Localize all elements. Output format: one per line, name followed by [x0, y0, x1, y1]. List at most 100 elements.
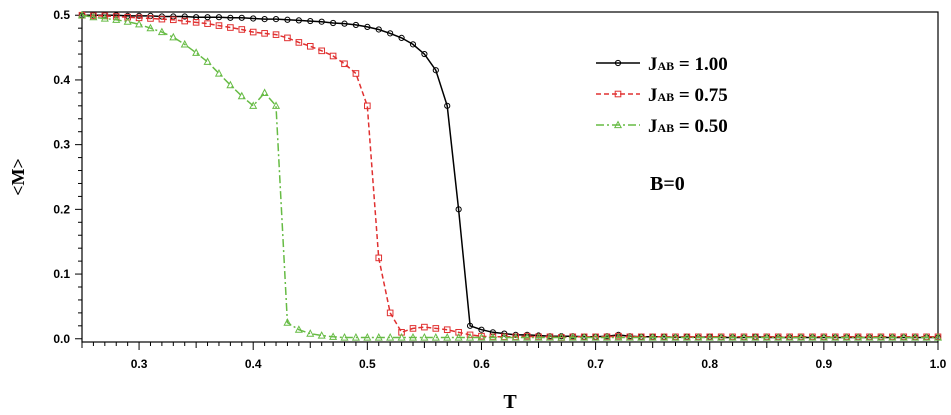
data-point: [899, 333, 908, 341]
data-point: [375, 254, 383, 262]
data-point: [364, 23, 371, 30]
data-point: [762, 333, 771, 341]
data-point: [180, 39, 189, 48]
data-point: [260, 88, 269, 96]
data-point: [249, 101, 258, 109]
data-point: [500, 333, 509, 341]
legend-marker: [613, 120, 623, 129]
data-point: [192, 19, 200, 26]
data-point: [352, 70, 360, 77]
x-tick-label: 0.5: [359, 357, 376, 371]
data-point: [819, 333, 828, 341]
data-point: [443, 326, 451, 334]
data-point: [466, 331, 474, 339]
data-point: [831, 333, 840, 341]
y-axis-title: <M>: [8, 158, 28, 196]
data-point: [295, 17, 302, 24]
data-point: [386, 333, 395, 341]
data-point: [751, 333, 760, 341]
data-point: [660, 333, 669, 341]
data-point: [284, 16, 291, 23]
data-point: [364, 102, 371, 110]
data-point: [227, 14, 234, 21]
data-point: [203, 57, 212, 65]
data-point: [318, 18, 325, 25]
plot-area: [81, 11, 939, 343]
data-point: [808, 333, 817, 341]
data-point: [534, 333, 543, 341]
data-point: [637, 333, 646, 341]
data-point: [933, 333, 943, 341]
data-point: [352, 21, 360, 29]
data-point: [694, 333, 703, 341]
data-point: [227, 24, 234, 31]
legend-label: JAB = 0.50: [648, 116, 728, 137]
data-point: [397, 333, 406, 341]
data-point: [215, 14, 223, 21]
data-point: [682, 333, 691, 341]
data-point: [545, 333, 554, 341]
data-point: [443, 333, 452, 341]
data-point: [306, 329, 315, 337]
data-point: [363, 333, 372, 341]
data-point: [317, 331, 326, 339]
b-field-annotation: B=0: [650, 173, 685, 195]
data-point: [89, 12, 98, 21]
x-tick-label: 0.7: [587, 357, 604, 371]
x-tick-label: 0.9: [816, 357, 833, 371]
data-point: [340, 333, 349, 341]
y-tick-label: 0.3: [53, 138, 70, 152]
x-tick-label: 0.6: [473, 357, 490, 371]
data-point: [375, 26, 382, 33]
data-point: [318, 47, 325, 55]
data-point: [123, 17, 132, 25]
y-tick-label: 0.4: [53, 73, 70, 87]
data-point: [204, 20, 211, 27]
x-axis: 0.3 0.4 0.5 0.6 0.7 0.8 0.9 1.0: [81, 342, 947, 371]
x-tick-label: 0.8: [701, 357, 718, 371]
data-point: [911, 333, 920, 341]
data-point: [261, 30, 268, 37]
data-point: [614, 333, 623, 341]
legend: JAB = 1.00 JAB = 0.75 JAB = 0.50: [596, 54, 728, 137]
data-point: [238, 14, 245, 21]
data-point: [888, 333, 897, 341]
legend-marker: [614, 90, 622, 98]
data-point: [100, 14, 109, 22]
x-axis-title: T: [503, 391, 517, 413]
series-2: [77, 10, 943, 341]
data-point: [170, 16, 177, 24]
data-point: [306, 42, 314, 50]
data-point: [568, 333, 577, 341]
y-tick-label: 0.5: [53, 8, 70, 22]
data-point: [432, 325, 440, 332]
legend-marker: [614, 59, 622, 67]
data-point: [284, 34, 291, 42]
data-point: [272, 16, 280, 23]
data-point: [431, 333, 440, 341]
data-point: [854, 333, 863, 341]
y-tick-label: 0.2: [53, 202, 70, 216]
legend-item-0: JAB = 1.00: [596, 54, 728, 75]
x-tick-label: 0.3: [131, 357, 148, 371]
data-point: [444, 102, 451, 109]
data-point: [842, 333, 851, 341]
data-point: [409, 325, 417, 332]
data-point: [876, 333, 885, 341]
data-point: [329, 332, 338, 340]
data-point: [169, 32, 178, 41]
data-point: [466, 322, 474, 329]
data-point: [523, 333, 532, 341]
series-line: [81, 14, 938, 339]
data-point: [557, 333, 566, 341]
data-point: [249, 28, 257, 36]
data-point: [432, 67, 439, 74]
data-point: [238, 26, 246, 33]
data-point: [250, 15, 257, 22]
data-point: [408, 333, 418, 341]
data-point: [478, 326, 485, 333]
data-point: [865, 333, 874, 341]
data-point: [671, 333, 680, 341]
data-point: [283, 318, 292, 326]
